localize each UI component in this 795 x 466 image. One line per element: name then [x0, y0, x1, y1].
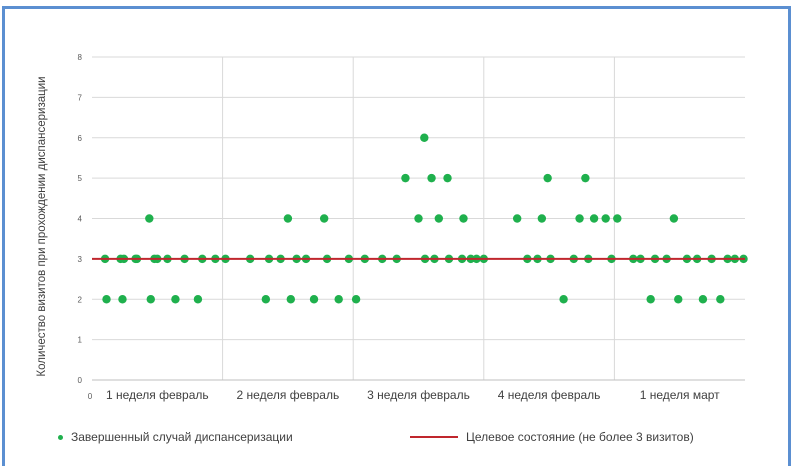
figure-frame: [2, 6, 791, 466]
data-point: [261, 295, 271, 304]
y-tick-label: 4: [78, 215, 83, 224]
data-point: [601, 214, 610, 223]
legend-dot-icon: [58, 434, 63, 440]
data-point: [698, 295, 708, 304]
data-point: [669, 214, 679, 223]
data-point: [589, 214, 599, 223]
data-point: [512, 214, 522, 223]
x-origin-label: 0: [88, 392, 93, 401]
data-point: [674, 295, 683, 304]
data-point: [427, 173, 436, 183]
data-point: [581, 173, 590, 183]
data-point: [537, 214, 547, 223]
data-point: [171, 295, 180, 304]
data-point: [286, 295, 296, 304]
data-point: [543, 173, 552, 183]
data-point: [420, 133, 429, 142]
chart-legend: Завершенный случай диспансеризации Целев…: [0, 430, 795, 454]
data-point: [319, 214, 329, 223]
data-point: [351, 295, 361, 304]
data-point: [401, 173, 410, 183]
data-point: [443, 173, 452, 183]
y-tick-label: 0: [78, 376, 83, 385]
legend-item-target: Целевое состояние (не более 3 визитов): [410, 430, 694, 444]
data-point: [102, 295, 111, 304]
y-axis-title: Количество визитов при прохождении диспа…: [36, 76, 48, 376]
legend-line-icon: [410, 436, 458, 438]
x-category-label: 1 неделя февраль: [106, 388, 209, 402]
y-tick-label: 5: [78, 174, 83, 183]
y-tick-label: 7: [78, 93, 83, 102]
data-point: [414, 214, 423, 223]
y-tick-label: 3: [78, 255, 83, 264]
data-point: [434, 214, 444, 223]
legend-label-completed: Завершенный случай диспансеризации: [71, 430, 293, 444]
legend-item-completed: Завершенный случай диспансеризации: [58, 430, 293, 444]
data-point: [575, 214, 584, 223]
data-point: [146, 295, 155, 304]
x-category-label: 2 неделя февраль: [237, 388, 340, 402]
data-point: [193, 295, 203, 304]
data-point: [646, 295, 655, 304]
data-point: [309, 295, 319, 304]
data-point: [145, 214, 154, 223]
data-point: [716, 295, 725, 304]
data-point: [459, 214, 468, 223]
y-tick-label: 2: [78, 295, 83, 304]
y-tick-label: 1: [78, 336, 83, 345]
x-category-label: 3 неделя февраль: [367, 388, 470, 402]
data-point: [283, 214, 293, 223]
legend-label-target: Целевое состояние (не более 3 визитов): [466, 430, 694, 444]
data-point: [559, 295, 568, 304]
data-point: [118, 295, 127, 304]
y-tick-label: 6: [78, 134, 83, 143]
data-point: [334, 295, 343, 304]
axis-layer: 0 1 2 3 4 5 6 7 8 0 1 неделя февраль 2 неделя февра…: [36, 53, 745, 402]
y-tick-label: 8: [78, 53, 83, 62]
x-category-label: 4 неделя февраль: [498, 388, 601, 402]
x-category-label: 1 неделя март: [640, 388, 720, 402]
data-point: [613, 214, 622, 223]
